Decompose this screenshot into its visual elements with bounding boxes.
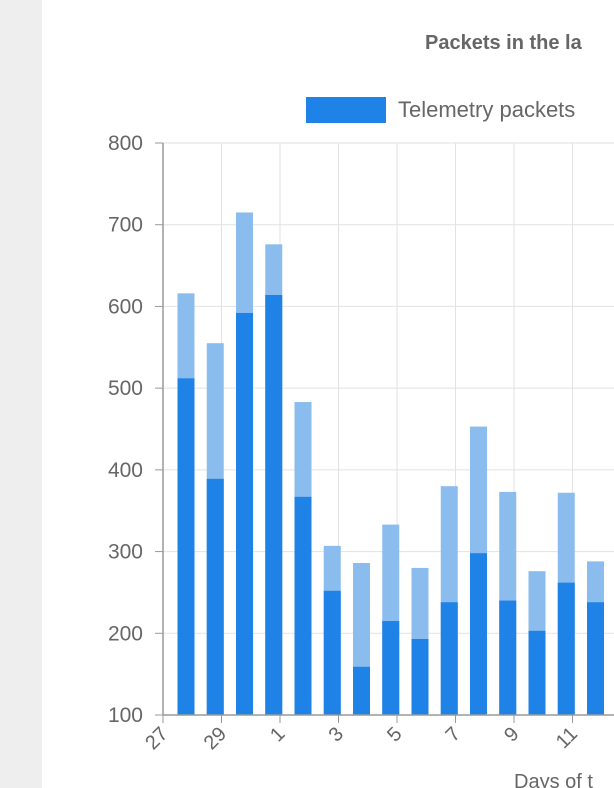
y-tick-label-700: 700 [108,214,143,237]
axes [162,143,614,716]
x-tick-label-7: 7 [442,723,465,746]
bar-telemetry-4[interactable] [382,621,400,715]
bar-telemetry-9[interactable] [528,630,546,715]
bar-telemetry-27[interactable] [177,378,195,715]
y-tick-label-200: 200 [108,622,143,645]
legend: Telemetry packets [306,96,575,124]
y-tick-label-100: 100 [108,704,143,727]
bar-telemetry-6[interactable] [440,602,458,715]
x-tick-label-9: 9 [500,723,523,746]
x-tick-label-3: 3 [325,723,348,746]
bar-telemetry-7[interactable] [470,553,487,715]
x-tick-label-11: 11 [552,723,582,753]
x-tick-label-1: 1 [266,723,289,746]
legend-swatch-telemetry[interactable] [306,97,386,123]
left-gutter [0,0,42,788]
bar-telemetry-2[interactable] [323,590,341,715]
y-tick-label-300: 300 [108,541,143,564]
x-tick-label-5: 5 [383,723,406,746]
x-tick-label-27: 27 [141,723,172,754]
bars [177,212,604,715]
bar-telemetry-30[interactable] [265,294,283,715]
bar-telemetry-1[interactable] [294,496,312,715]
bar-telemetry-28[interactable] [206,478,224,715]
y-tick-label-800: 800 [108,132,143,155]
bar-telemetry-5[interactable] [411,639,429,715]
x-tick-label-29: 29 [200,723,231,754]
x-axis-title: Days of t [514,771,593,788]
y-tick-label-500: 500 [108,377,143,400]
chart-title: Packets in the la [425,32,582,54]
y-tick-label-600: 600 [108,295,143,318]
bar-telemetry-10[interactable] [557,582,575,715]
y-tick-label-400: 400 [108,459,143,482]
legend-label-telemetry: Telemetry packets [398,97,576,122]
bar-telemetry-3[interactable] [353,666,370,715]
bar-telemetry-8[interactable] [499,600,517,715]
x-axis-ticks: 27 29 1 3 5 7 9 11 [141,715,582,754]
y-axis-ticks: 100 200 300 400 500 600 700 800 [108,132,163,727]
bar-telemetry-29[interactable] [236,312,253,715]
bar-telemetry-11[interactable] [587,602,604,715]
